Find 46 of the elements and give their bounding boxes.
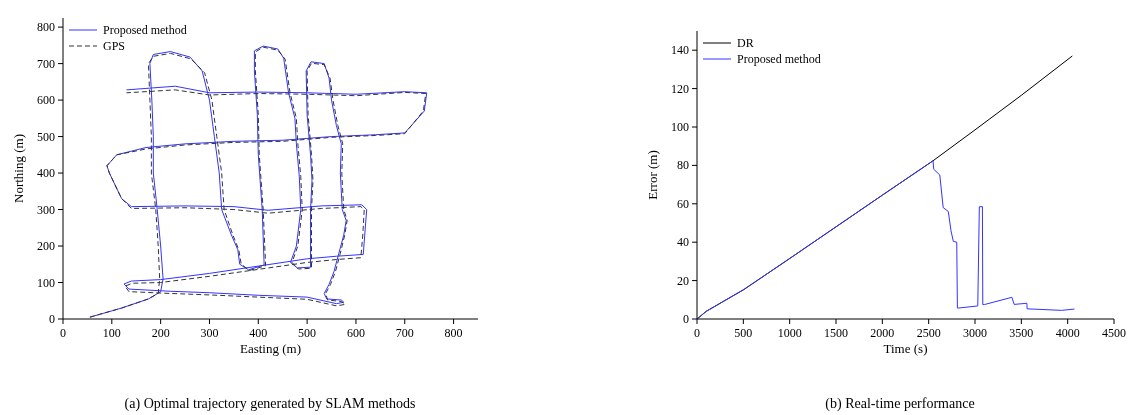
text: (a) Optimal trajectory generated by SLAM methods — [124, 396, 416, 412]
x-tick-label: 2500 — [916, 326, 941, 340]
x-tick-label: 0 — [60, 326, 66, 340]
text: (b) Real-time performance — [825, 396, 975, 412]
y-tick-label: 500 — [37, 129, 55, 144]
y-tick-label: 300 — [37, 202, 55, 217]
x-tick-label: 600 — [346, 326, 365, 340]
x-axis-title: Time (s) — [883, 341, 928, 356]
x-tick-label: 300 — [200, 326, 219, 340]
x-tick-label: 500 — [734, 326, 753, 340]
x-tick-label: 400 — [249, 326, 268, 340]
y-tick-label: 0 — [683, 312, 689, 326]
y-tick-label: 0 — [49, 312, 55, 326]
x-tick-label: 500 — [298, 326, 317, 340]
x-tick-label: 800 — [444, 326, 463, 340]
x-tick-label: 3500 — [1009, 326, 1034, 340]
x-tick-label: 2000 — [870, 326, 895, 340]
x-axis-title: Easting (m) — [239, 341, 302, 356]
x-tick-label: 4500 — [1102, 326, 1126, 340]
y-tick-label: 400 — [37, 166, 55, 181]
x-tick-label: 3000 — [963, 326, 987, 340]
y-tick-label: 100 — [671, 120, 689, 134]
y-tick-label: 200 — [37, 239, 55, 254]
legend-label: Proposed method — [103, 23, 187, 37]
x-tick-label: 700 — [395, 326, 414, 340]
y-tick-label: 100 — [37, 275, 55, 290]
x-tick-label: 4000 — [1055, 326, 1080, 340]
x-tick-label: 1000 — [777, 326, 802, 340]
x-tick-label: 0 — [694, 326, 700, 340]
y-axis-title: Northing (m) — [11, 134, 26, 203]
y-tick-label: 20 — [677, 273, 689, 288]
y-tick-label: 800 — [37, 20, 55, 35]
y-tick-label: 120 — [671, 81, 689, 96]
y-tick-label: 700 — [37, 56, 55, 71]
y-tick-label: 60 — [677, 196, 689, 211]
legend-label: DR — [737, 36, 754, 50]
y-tick-label: 600 — [37, 93, 55, 108]
legend-label: Proposed method — [737, 52, 821, 66]
y-tick-label: 140 — [671, 43, 689, 58]
y-tick-label: 80 — [677, 158, 689, 173]
x-tick-label: 100 — [102, 326, 121, 340]
y-tick-label: 40 — [677, 235, 689, 250]
x-tick-label: 200 — [151, 326, 170, 340]
legend-label: GPS — [103, 39, 126, 53]
y-axis-title: Error (m) — [645, 150, 660, 200]
x-tick-label: 1500 — [824, 326, 848, 340]
